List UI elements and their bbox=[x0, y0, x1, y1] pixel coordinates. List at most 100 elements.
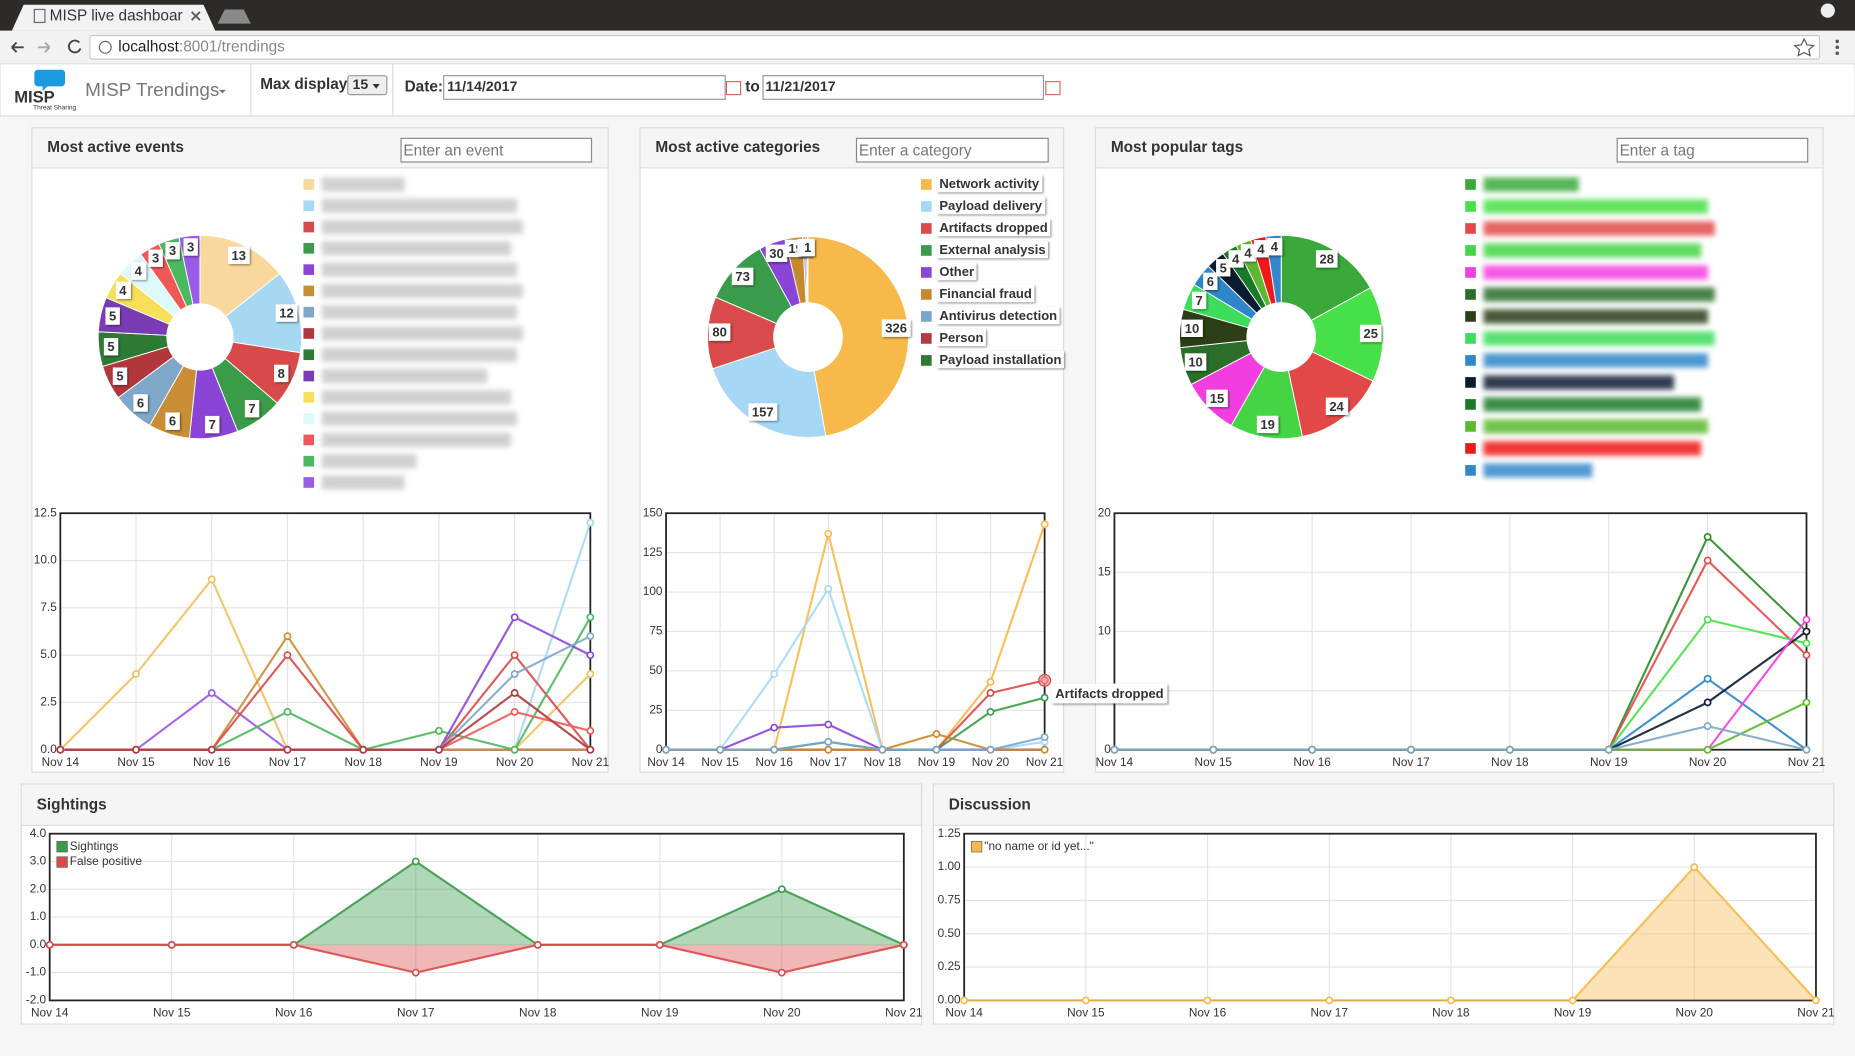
label-box bbox=[183, 238, 198, 256]
panel bbox=[31, 127, 609, 773]
point bbox=[510, 689, 519, 697]
legend-swatch bbox=[1464, 221, 1478, 235]
x-tick-label: Nov 18 bbox=[1432, 1006, 1470, 1020]
max-display-select[interactable] bbox=[347, 75, 388, 96]
point bbox=[1802, 615, 1811, 624]
point bbox=[1802, 627, 1811, 636]
point bbox=[1604, 745, 1613, 754]
point bbox=[1703, 674, 1712, 683]
label-box bbox=[1228, 250, 1244, 268]
data-label: 4 bbox=[1257, 241, 1265, 256]
search-input[interactable] bbox=[400, 137, 593, 163]
calendar-icon[interactable] bbox=[1045, 81, 1061, 96]
bookmark-star[interactable] bbox=[1793, 37, 1816, 57]
point bbox=[1110, 745, 1119, 754]
legend-swatch bbox=[919, 177, 933, 191]
y-tick-label: -2.0 bbox=[26, 993, 47, 1007]
legend-swatch bbox=[1464, 265, 1478, 279]
url-path: :8001/trendings bbox=[179, 38, 285, 55]
point bbox=[1703, 698, 1712, 707]
point bbox=[586, 726, 595, 735]
data-label: 6 bbox=[169, 414, 176, 429]
data-label: 7 bbox=[1195, 293, 1202, 308]
point bbox=[1802, 698, 1811, 707]
calendar-icon[interactable] bbox=[725, 81, 742, 96]
point bbox=[510, 707, 519, 716]
legend-swatch bbox=[1464, 375, 1478, 389]
url-host: localhost bbox=[118, 38, 179, 55]
point bbox=[1040, 693, 1049, 702]
x-tick-label: Nov 17 bbox=[1311, 1006, 1348, 1020]
label-box bbox=[131, 262, 147, 280]
plot-frame bbox=[48, 832, 905, 1002]
blurred-legend-label bbox=[321, 305, 517, 320]
x-tick-label: Nov 21 bbox=[1026, 755, 1063, 769]
point bbox=[1703, 745, 1712, 754]
y-tick-label: 10 bbox=[1098, 624, 1112, 638]
point bbox=[1703, 615, 1712, 624]
label-box bbox=[1216, 259, 1231, 277]
x-tick-label: Nov 16 bbox=[755, 755, 793, 769]
new-tab[interactable] bbox=[217, 9, 251, 24]
tab-close[interactable] bbox=[191, 11, 201, 21]
point bbox=[1802, 639, 1811, 648]
panel bbox=[932, 783, 1835, 1025]
y-tick-label: 5.0 bbox=[40, 647, 57, 661]
date-to-label: to bbox=[745, 79, 760, 96]
data-label: 4 bbox=[1232, 251, 1240, 266]
data-label: 157 bbox=[752, 404, 774, 419]
point bbox=[824, 720, 833, 729]
blurred-legend-label bbox=[321, 198, 517, 213]
legend-swatch bbox=[919, 221, 933, 235]
legend-label-box bbox=[936, 196, 1046, 215]
url: localhost:8001/trendings bbox=[118, 38, 285, 55]
tab[interactable] bbox=[11, 4, 216, 31]
pie-slice bbox=[1280, 234, 1371, 322]
tab-title: MISP live dashboar bbox=[50, 8, 183, 25]
point bbox=[824, 584, 833, 593]
page-icon bbox=[33, 8, 46, 24]
legend-swatch bbox=[302, 284, 316, 298]
blurred-legend-label bbox=[321, 454, 417, 469]
forward-button[interactable] bbox=[37, 41, 51, 53]
search-input[interactable] bbox=[855, 137, 1049, 163]
reload-button[interactable] bbox=[68, 39, 82, 54]
point bbox=[359, 745, 368, 754]
placeholder: Enter a tag bbox=[1620, 142, 1695, 159]
logo-bubble bbox=[34, 69, 66, 92]
point bbox=[586, 651, 595, 660]
x-tick-label: Nov 14 bbox=[945, 1006, 983, 1020]
back-button[interactable] bbox=[11, 41, 24, 53]
legend-swatch bbox=[1464, 353, 1478, 367]
date-label: Date: bbox=[405, 79, 443, 96]
legend-swatch bbox=[302, 263, 316, 277]
label-box bbox=[274, 364, 289, 383]
profile-icon[interactable] bbox=[1820, 3, 1835, 18]
label-box bbox=[1267, 238, 1283, 256]
point bbox=[878, 745, 887, 754]
date-from-input[interactable] bbox=[443, 75, 726, 100]
data-label: 10 bbox=[1188, 354, 1202, 369]
label-box bbox=[1315, 250, 1338, 268]
legend-swatch bbox=[302, 241, 316, 255]
point bbox=[132, 745, 140, 754]
address-bar[interactable] bbox=[89, 34, 1821, 60]
data-label: 13 bbox=[232, 248, 246, 263]
date-to-input[interactable] bbox=[762, 75, 1045, 100]
x-tick-label: Nov 19 bbox=[1590, 755, 1628, 769]
x-tick-label: Nov 18 bbox=[344, 755, 382, 769]
app-title[interactable]: MISP Trendings bbox=[85, 80, 219, 101]
legend-swatch bbox=[1464, 177, 1478, 191]
point bbox=[777, 885, 786, 894]
blurred-legend-label bbox=[1483, 375, 1674, 390]
blurred-legend-label bbox=[1483, 177, 1579, 192]
label-box bbox=[1184, 353, 1207, 371]
y-tick-label: 7.5 bbox=[40, 600, 57, 614]
search-input[interactable] bbox=[1616, 137, 1809, 163]
menu-button[interactable] bbox=[1835, 39, 1840, 55]
point bbox=[777, 968, 786, 977]
x-tick-label: Nov 16 bbox=[1189, 1006, 1227, 1020]
x-tick-label: Nov 16 bbox=[193, 755, 231, 769]
label-box bbox=[165, 242, 180, 260]
panel-title: Most active categories bbox=[655, 139, 820, 156]
